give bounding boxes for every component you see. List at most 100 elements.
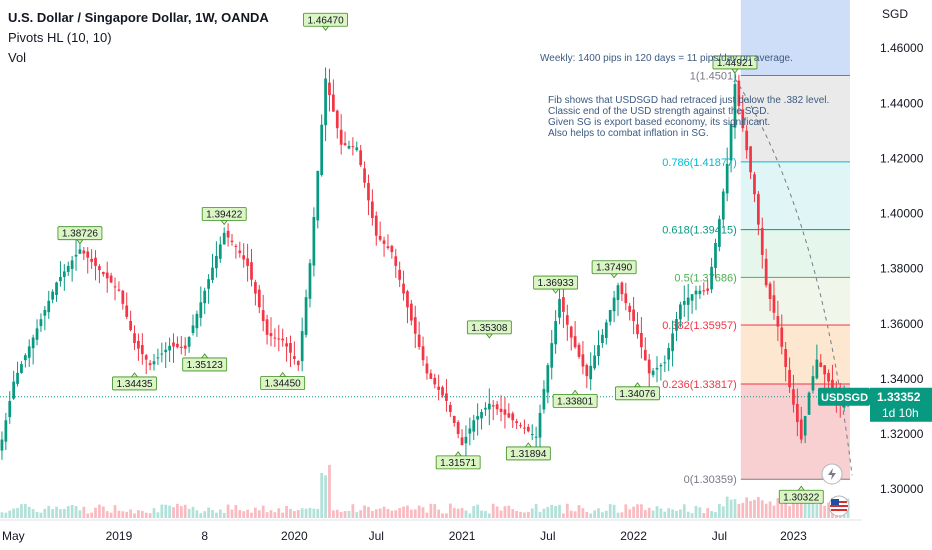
candle-body bbox=[480, 411, 483, 419]
candle-body bbox=[659, 365, 663, 367]
volume-bar bbox=[59, 509, 62, 518]
volume-bar bbox=[523, 512, 526, 518]
volume-bar bbox=[807, 500, 811, 518]
candle-body bbox=[690, 294, 694, 301]
volume-bar bbox=[113, 505, 117, 518]
price-tag-value: 1.33352 bbox=[877, 390, 921, 404]
candle-body bbox=[343, 143, 347, 146]
candle-body bbox=[499, 408, 503, 412]
volume-bar bbox=[460, 507, 464, 518]
volume-bar bbox=[339, 512, 343, 518]
fibonacci-retracement[interactable]: 1(1.4501) 0.786(1.41877) 0.618(1.39415) 0.5… bbox=[662, 0, 850, 486]
chart-icons[interactable] bbox=[821, 463, 850, 517]
time-tick-label: 8 bbox=[201, 529, 208, 543]
volume-bar bbox=[550, 504, 554, 518]
candle-body bbox=[718, 219, 721, 247]
candle-body bbox=[577, 344, 581, 357]
candle-body bbox=[98, 266, 101, 271]
price-axis[interactable]: SGD 1.46000 1.44000 1.42000 1.40000 1.38000 1… bbox=[862, 0, 932, 520]
candle-body bbox=[476, 416, 480, 420]
candle-body bbox=[215, 256, 218, 269]
price-tick-label: 1.40000 bbox=[880, 207, 924, 221]
candle-body bbox=[409, 303, 413, 321]
candle-body bbox=[300, 331, 304, 362]
candle-body bbox=[195, 313, 199, 329]
candle-body bbox=[12, 381, 16, 399]
candle-body bbox=[74, 254, 78, 257]
volume-bar bbox=[741, 502, 745, 518]
candle-body bbox=[671, 333, 674, 352]
volume-bar bbox=[706, 508, 710, 518]
annotation-notes[interactable]: Weekly: 1400 pips in 120 days = 11 pips/… bbox=[540, 53, 829, 139]
volume-bar bbox=[421, 507, 425, 518]
pivot-pointer bbox=[76, 239, 84, 245]
volume-bar bbox=[140, 510, 144, 518]
candle-body bbox=[281, 338, 285, 341]
candle-body bbox=[8, 400, 12, 418]
volume-bar bbox=[733, 499, 737, 518]
pivot-label: 1.44921 bbox=[717, 58, 754, 69]
candle-body bbox=[679, 304, 682, 320]
volume-bar bbox=[402, 506, 405, 518]
price-tag-countdown: 1d 10h bbox=[882, 406, 919, 420]
time-axis[interactable]: May 2019 8 2020 Jul 2021 Jul 2022 Jul 2023 bbox=[0, 519, 932, 550]
pivot-label-box bbox=[303, 12, 348, 27]
volume-bar bbox=[335, 509, 339, 518]
pivot-label-box bbox=[533, 275, 579, 290]
candle-body bbox=[585, 365, 589, 377]
pivot-label-box bbox=[466, 320, 512, 335]
time-tick-label: Jul bbox=[712, 529, 727, 543]
candle-body bbox=[550, 343, 554, 368]
volume-bar bbox=[476, 504, 480, 518]
candle-body bbox=[441, 387, 444, 396]
candle-body bbox=[176, 343, 179, 348]
note-line4: Given SG is export based economy, its si… bbox=[548, 117, 770, 128]
time-tick-label: 2021 bbox=[449, 529, 476, 543]
candle-body bbox=[503, 409, 507, 415]
candle-body bbox=[140, 345, 144, 355]
us-flag-icon[interactable] bbox=[828, 495, 850, 517]
candle-body bbox=[433, 377, 437, 385]
candle-body bbox=[811, 376, 815, 391]
candle-body bbox=[211, 267, 214, 281]
candle-body bbox=[51, 291, 55, 300]
volume-bar bbox=[133, 513, 136, 518]
volume-bar bbox=[117, 510, 121, 518]
candle-body bbox=[160, 353, 164, 355]
volume-bar bbox=[137, 510, 140, 518]
candle-body bbox=[460, 437, 464, 446]
candle-body bbox=[523, 427, 526, 429]
volume-bar bbox=[499, 510, 503, 518]
candle-body bbox=[554, 321, 557, 345]
candle-body bbox=[573, 336, 577, 348]
indicator-volume-label[interactable]: Vol bbox=[8, 50, 27, 65]
volume-bar bbox=[495, 506, 499, 518]
volume-bar bbox=[472, 505, 476, 518]
indicator-pivots-label[interactable]: Pivots HL (10, 10) bbox=[8, 30, 112, 45]
volume-bar bbox=[82, 506, 86, 518]
lightning-icon[interactable] bbox=[821, 463, 843, 485]
fib-level-label: 1(1.4501) bbox=[690, 71, 737, 83]
candle-body bbox=[429, 373, 433, 379]
chart-legend[interactable]: U.S. Dollar / Singapore Dollar, 1W, OAND… bbox=[8, 8, 269, 68]
volume-bar bbox=[269, 510, 273, 518]
pivot-label-box bbox=[112, 376, 157, 391]
candle-body bbox=[534, 436, 538, 438]
candle-body bbox=[565, 315, 569, 325]
volume-bar bbox=[105, 511, 109, 518]
candle-body bbox=[406, 291, 409, 308]
volume-bar bbox=[398, 508, 402, 518]
time-tick-label: 2019 bbox=[106, 529, 133, 543]
candle-body bbox=[511, 413, 515, 421]
candle-body bbox=[448, 404, 452, 412]
pivot-pointer bbox=[200, 353, 209, 359]
pivot-label-box bbox=[260, 376, 306, 390]
fib-band bbox=[740, 277, 850, 325]
candle-body bbox=[121, 290, 125, 304]
volume-bar bbox=[265, 512, 269, 518]
candle-body bbox=[601, 334, 604, 343]
volume-bar bbox=[254, 507, 257, 518]
symbol-title[interactable]: U.S. Dollar / Singapore Dollar, 1W, OAND… bbox=[8, 10, 269, 25]
pivot-pointer bbox=[278, 371, 287, 377]
